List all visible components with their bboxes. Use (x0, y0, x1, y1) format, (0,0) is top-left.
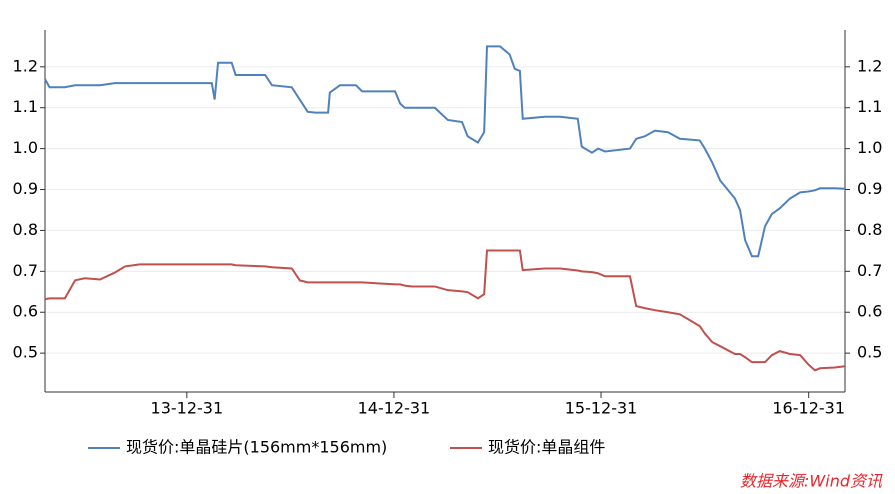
x-tick-label: 13-12-31 (151, 399, 224, 418)
y-tick-label: 0.9 (13, 179, 38, 198)
y-tick-label: 0.7 (13, 261, 38, 280)
y2-tick-label: 0.5 (857, 343, 882, 362)
y2-tick-label: 1.2 (857, 56, 882, 75)
series-line (44, 45, 846, 258)
y-tick-label: 1.2 (13, 56, 38, 75)
y2-tick-label: 1.0 (857, 138, 882, 157)
y-tick-label: 1.1 (13, 97, 38, 116)
y2-tick-label: 1.1 (857, 97, 882, 116)
x-tick-label: 16-12-31 (772, 399, 845, 418)
source-note: 数据来源:Wind资讯 (740, 472, 883, 491)
y-tick-label: 1.0 (13, 138, 38, 157)
x-tick-label: 15-12-31 (565, 399, 638, 418)
y2-tick-label: 0.7 (857, 261, 882, 280)
y2-tick-label: 0.6 (857, 302, 882, 321)
y2-tick-label: 0.8 (857, 220, 882, 239)
y2-tick-label: 0.9 (857, 179, 882, 198)
y-tick-label: 0.6 (13, 302, 38, 321)
x-tick-label: 14-12-31 (358, 399, 431, 418)
y-tick-label: 0.8 (13, 220, 38, 239)
series-line (44, 249, 846, 372)
y-tick-label: 0.5 (13, 343, 38, 362)
legend-label: 现货价:单晶组件 (488, 438, 605, 457)
legend-label: 现货价:单晶硅片(156mm*156mm) (126, 438, 387, 457)
